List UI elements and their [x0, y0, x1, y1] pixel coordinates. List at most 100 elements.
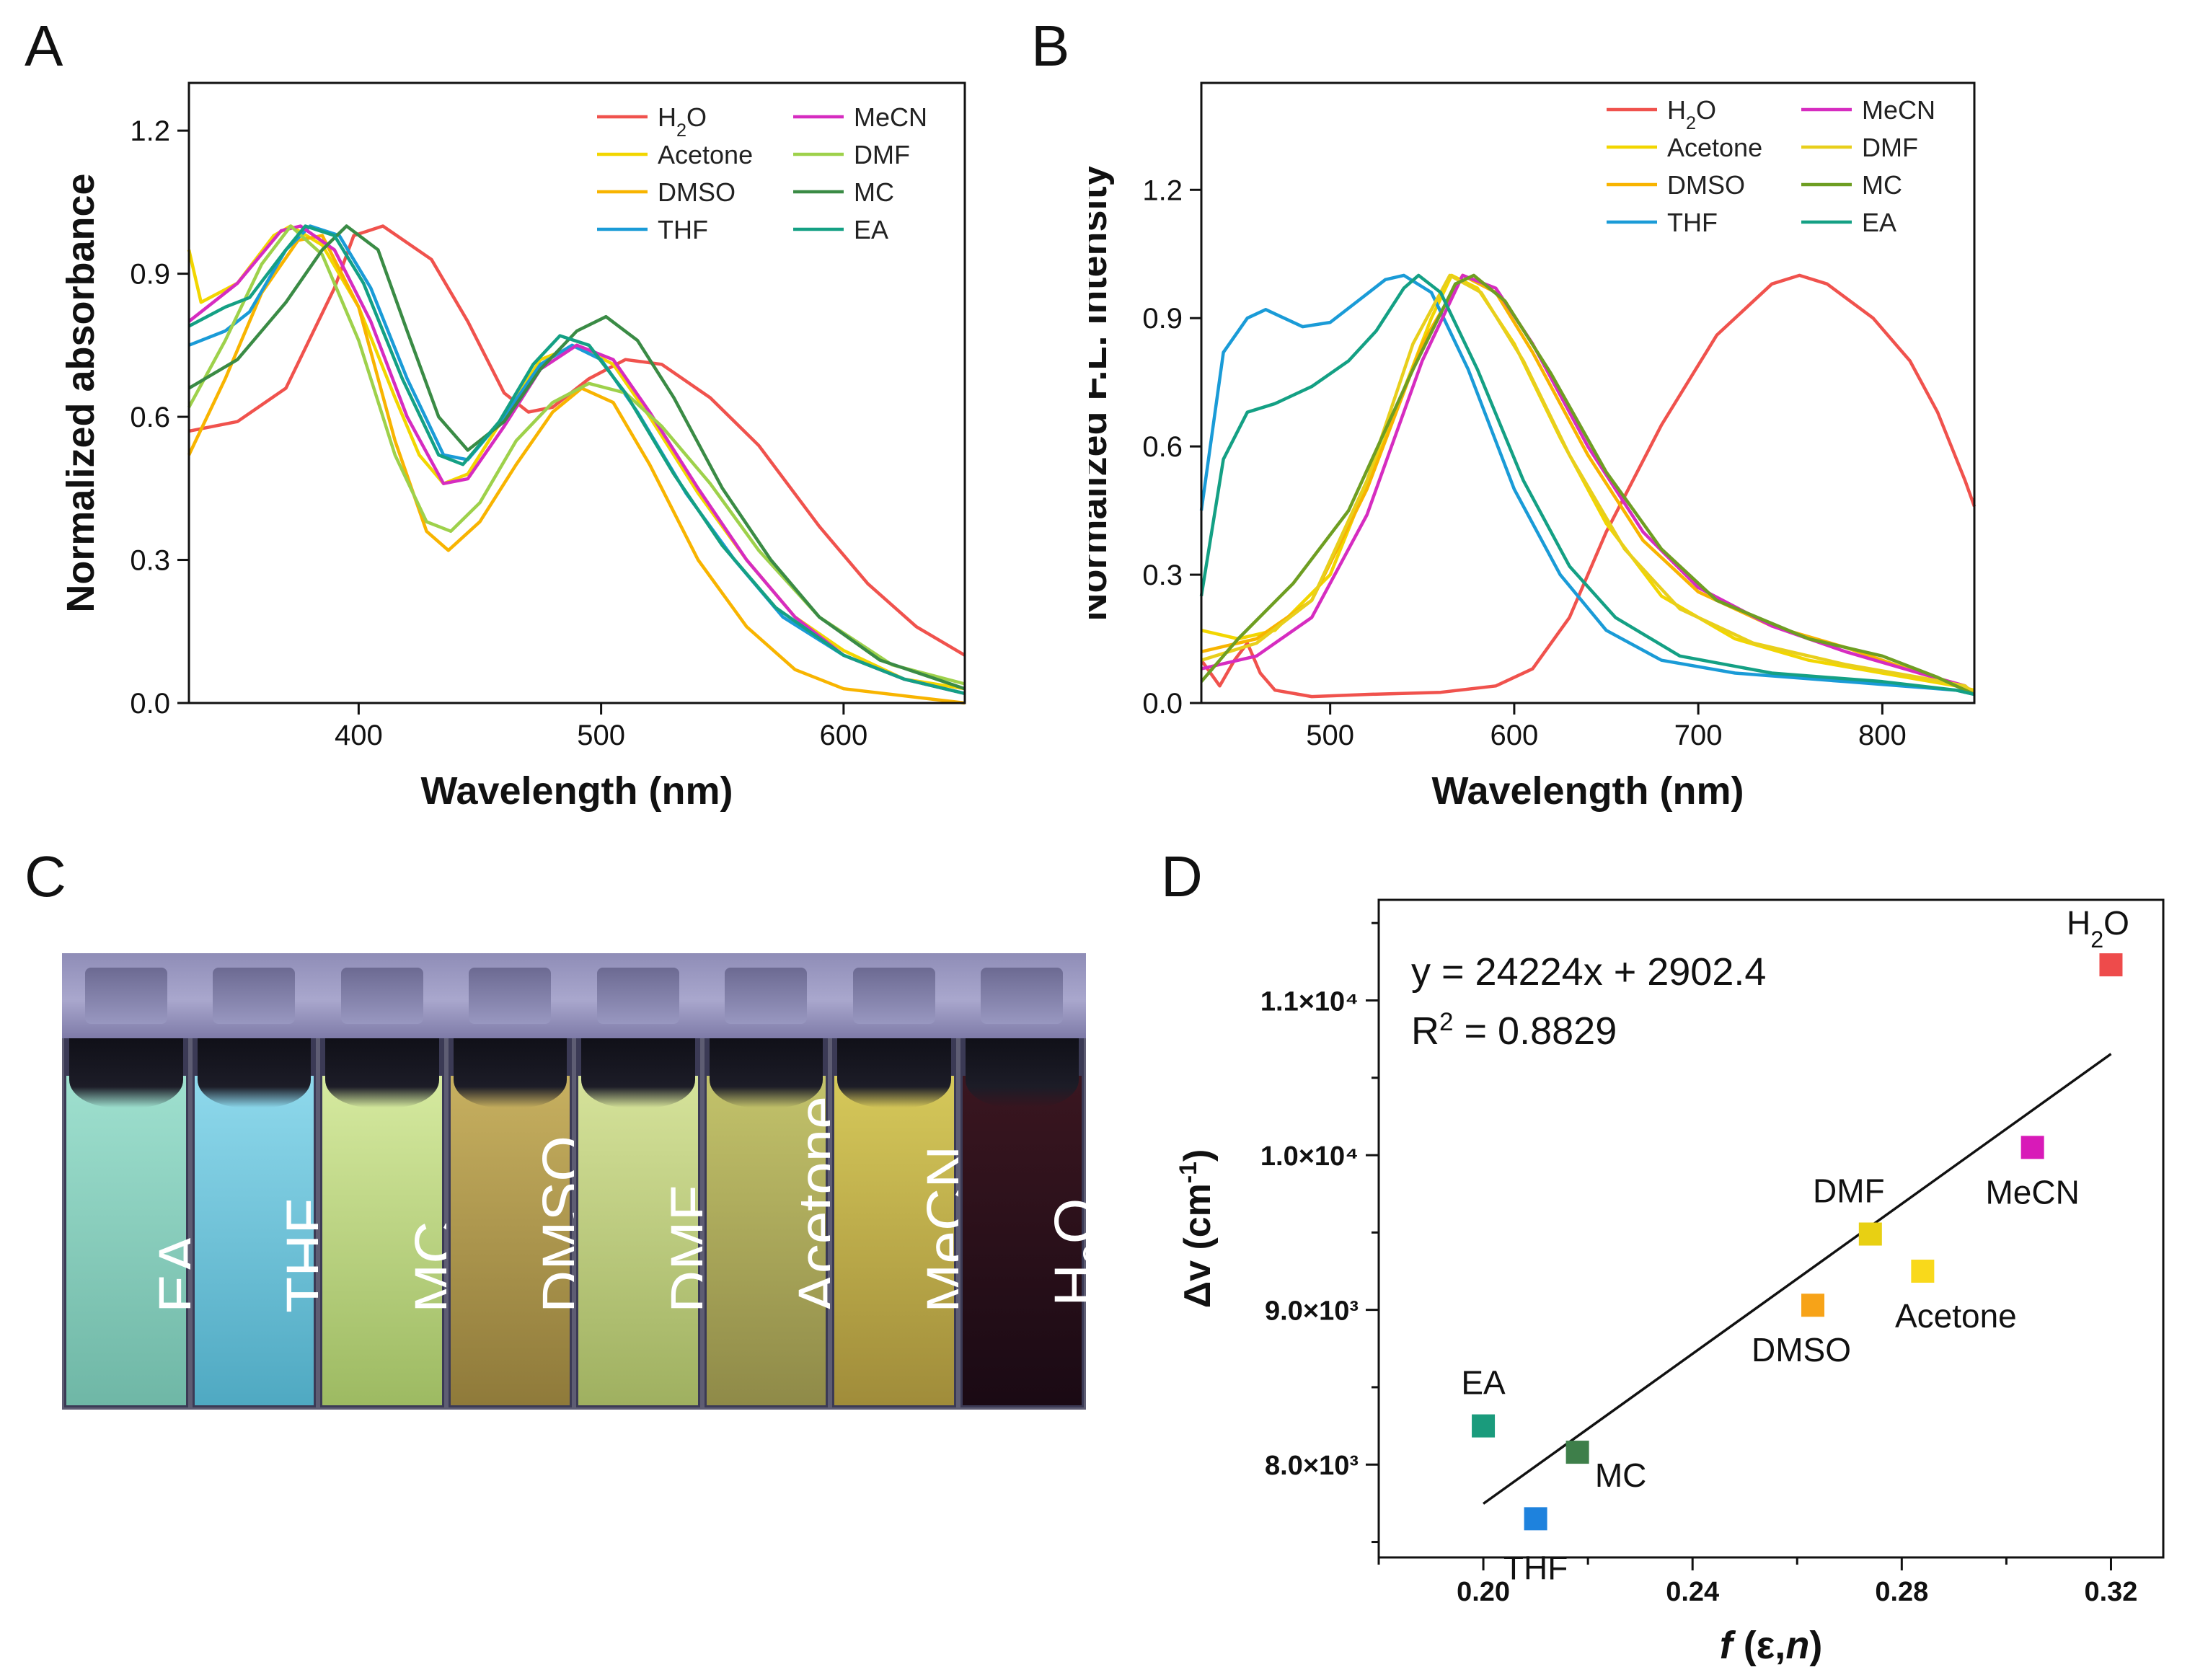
- data-label-acetone: Acetone: [1895, 1297, 2017, 1335]
- y-tick-label: 0.0: [130, 688, 170, 720]
- panel-letter-a: A: [25, 14, 63, 78]
- legend-label-h2o: H2O: [1667, 95, 1716, 133]
- cuvette-ea: EA: [62, 953, 190, 1410]
- cuvette-solution: [450, 1076, 570, 1405]
- data-label-dmso: DMSO: [1752, 1331, 1851, 1369]
- series-line-mc: [187, 224, 966, 691]
- legend-label-thf: THF: [1667, 208, 1718, 237]
- cuvette-thf: THF: [190, 953, 318, 1410]
- series-line-mecn: [187, 224, 966, 695]
- cuvette-meniscus: [581, 1038, 695, 1108]
- legend-label-ea: EA: [1862, 208, 1896, 237]
- fit-line: [1483, 1053, 2112, 1505]
- fluorescence-chart: 500 600 700 800 0.0 0.3 0.6 0.9 1.2 Wavelength (n…: [1089, 81, 1977, 813]
- y-tick-label: 1.0×10⁴: [1260, 1141, 1359, 1172]
- cuvette-h2o: H2O: [958, 953, 1086, 1410]
- x-axis-label: f (ε,n): [1720, 1624, 1823, 1667]
- cuvette-cap: [446, 953, 574, 1038]
- x-tick-label: 600: [820, 720, 868, 751]
- y-tick-label: 9.0×10³: [1265, 1296, 1359, 1327]
- cuvette-cap: [830, 953, 958, 1038]
- cuvette-cap-inner: [469, 968, 552, 1024]
- x-tick-label: 500: [1306, 720, 1354, 751]
- series-line-dmf: [1201, 273, 1976, 696]
- legend-label-acetone: Acetone: [658, 140, 753, 169]
- cuvette-label: DMSO: [531, 1136, 574, 1313]
- cuvette-cap: [190, 953, 318, 1038]
- y-tick-label: 0.3: [1142, 560, 1183, 591]
- cuvette-solution: [834, 1076, 954, 1405]
- panel-letter-b: B: [1031, 14, 1070, 78]
- data-point-acetone: [1911, 1260, 1935, 1283]
- y-axis-label: Δv (cm-1): [1175, 1149, 1219, 1309]
- fit-r-squared: R2 = 0.8829: [1411, 1008, 1617, 1053]
- y-tick-label: 0.9: [1142, 303, 1183, 335]
- data-label-thf: THF: [1503, 1549, 1568, 1586]
- cuvette-label: MeCN: [914, 1145, 958, 1313]
- legend-label-mecn: MeCN: [854, 102, 927, 132]
- x-tick-label: 800: [1858, 720, 1907, 751]
- data-label-mecn: MeCN: [1985, 1173, 2079, 1211]
- x-tick-label: 700: [1674, 720, 1723, 751]
- x-axis-label: Wavelength (nm): [420, 769, 733, 813]
- cuvette-cap: [318, 953, 446, 1038]
- x-tick-label: 0.24: [1666, 1577, 1719, 1607]
- data-point-ea: [1472, 1414, 1496, 1438]
- legend-label-acetone: Acetone: [1667, 133, 1762, 162]
- x-tick-label: 0.20: [1457, 1577, 1510, 1607]
- legend-label-dmso: DMSO: [658, 177, 736, 207]
- x-tick-label: 500: [577, 720, 625, 751]
- cuvette-dmso: DMSO: [446, 953, 574, 1410]
- series-line-mc: [1200, 273, 1975, 697]
- cuvette-meniscus: [69, 1038, 183, 1108]
- cuvette-solution: [66, 1076, 186, 1405]
- y-tick-label: 0.3: [130, 545, 170, 577]
- y-tick-label: 1.2: [1142, 174, 1183, 206]
- cuvette-cap-inner: [84, 968, 167, 1024]
- cuvette-solution: [962, 1076, 1082, 1405]
- cuvette-mc: MC: [318, 953, 446, 1410]
- lippert-plot: 0.20 0.24 0.28 0.32 8.0×10³ 9.0×10³ 1.0×10⁴ 1.1…: [1175, 898, 2165, 1667]
- y-axis-label: Normalized absorbance: [59, 173, 102, 612]
- cuvette-dmf: DMF: [574, 953, 702, 1410]
- series-line-dmso: [1201, 273, 1976, 696]
- x-axis-label: Wavelength (nm): [1431, 769, 1744, 813]
- series-line-ea: [1199, 273, 1975, 697]
- cuvette-acetone: Acetone: [702, 953, 830, 1410]
- x-tick-label: 0.32: [2084, 1577, 2137, 1607]
- series-line-mecn: [1201, 273, 1976, 696]
- series-line-h2o: [188, 224, 966, 657]
- y-tick-label: 0.6: [130, 402, 170, 433]
- data-label-mc: MC: [1595, 1456, 1647, 1494]
- cuvette-mecn: MeCN: [830, 953, 958, 1410]
- legend-label-dmso: DMSO: [1667, 170, 1745, 200]
- cuvette-meniscus: [709, 1038, 823, 1108]
- absorbance-chart: 400 500 600 0.0 0.3 0.6 0.9 1.2 Wavelength (nm) N…: [59, 81, 966, 813]
- cuvette-cap-inner: [725, 968, 808, 1024]
- cuvette-cap: [958, 953, 1086, 1038]
- legend-label-h2o: H2O: [658, 102, 707, 141]
- series-line-acetone: [187, 224, 966, 691]
- legend-label-thf: THF: [658, 215, 708, 244]
- series-line-thf: [188, 224, 966, 695]
- plot-frame: [1200, 81, 1976, 704]
- cuvette-solution: [322, 1076, 442, 1405]
- series-line-thf: [1199, 273, 1975, 697]
- cuvette-solution: [194, 1076, 314, 1405]
- data-point-mecn: [2020, 1136, 2044, 1159]
- cuvette-meniscus: [325, 1038, 439, 1108]
- y-tick-label: 0.9: [130, 259, 170, 291]
- cuvette-solution: [706, 1076, 826, 1405]
- data-point-dmso: [1801, 1294, 1825, 1317]
- y-tick-label: 1.1×10⁴: [1260, 986, 1359, 1017]
- x-tick-label: 400: [335, 720, 383, 751]
- cuvette-cap: [702, 953, 830, 1038]
- legend-label-dmf: DMF: [1862, 133, 1918, 162]
- cuvette-cap: [574, 953, 702, 1038]
- fit-equation: y = 24224x + 2902.4: [1411, 950, 1766, 994]
- cuvette-meniscus: [197, 1038, 311, 1108]
- data-label-dmf: DMF: [1813, 1172, 1885, 1210]
- cuvette-solution: [578, 1076, 698, 1405]
- series-line-acetone: [1201, 273, 1975, 692]
- series-line-h2o: [1200, 273, 1977, 699]
